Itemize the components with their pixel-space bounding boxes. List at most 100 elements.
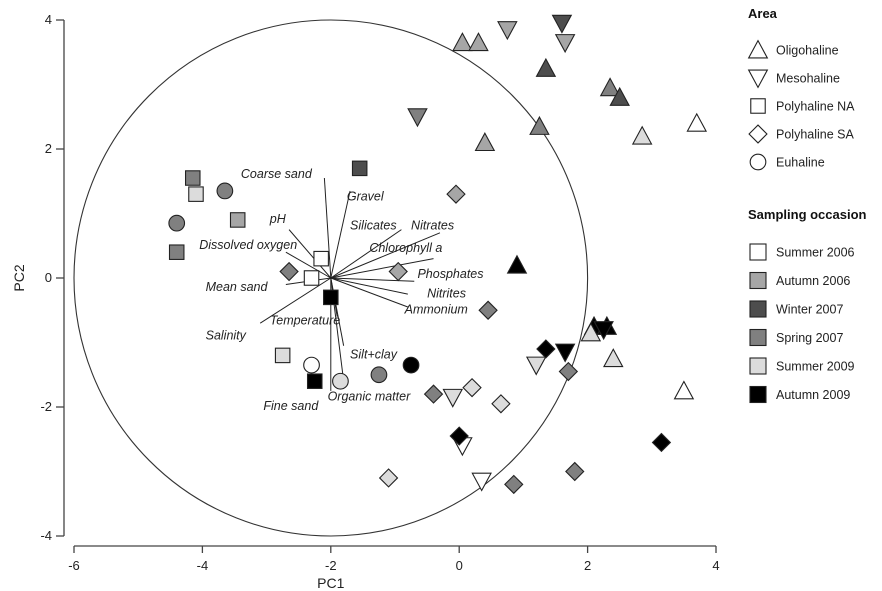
point-euhaline <box>216 182 234 200</box>
point-oligohaline <box>506 254 528 274</box>
point-mesohaline <box>497 21 518 41</box>
vector-dissolved-oxygen <box>285 251 332 279</box>
legend-occasion-item: Autumn 2009 <box>776 388 850 402</box>
point-oligohaline <box>529 115 550 135</box>
point-polyhaline-na <box>303 270 320 286</box>
legend-area-item: Polyhaline NA <box>776 100 855 114</box>
vector-silicates <box>330 229 402 279</box>
point-euhaline <box>332 372 349 390</box>
point-polyhaline-sa <box>449 426 469 446</box>
point-oligohaline <box>599 77 621 97</box>
point-oligohaline <box>631 125 653 145</box>
point-mesohaline <box>551 14 573 34</box>
legend: Area Oligohaline Mesohaline Polyhaline NA Po… <box>747 6 867 404</box>
legend-occasion-item: Winter 2007 <box>776 303 843 317</box>
y-tick-label: -4 <box>40 528 52 543</box>
axes: -4 -2 0 2 4 -6 -4 -2 0 2 4 PC1 PC2 <box>11 12 720 591</box>
point-polyhaline-na <box>188 186 204 202</box>
point-polyhaline-na <box>323 289 339 306</box>
legend-swatch <box>749 385 767 404</box>
legend-occasion-title: Sampling occasion <box>748 207 867 222</box>
vector-label-salinity: Salinity <box>206 328 247 342</box>
vector-label-silt-clay: Silt+clay <box>350 348 398 362</box>
vector-ph <box>288 229 332 279</box>
correlation-circle-outline <box>73 19 589 537</box>
point-euhaline <box>402 356 420 374</box>
point-mesohaline <box>554 34 576 54</box>
y-axis-title: PC2 <box>11 264 27 291</box>
point-polyhaline-sa <box>388 261 408 282</box>
point-polyhaline-sa <box>536 339 556 359</box>
point-polyhaline-sa <box>446 184 466 204</box>
legend-marker-diamond <box>748 124 768 144</box>
point-polyhaline-sa <box>423 384 444 404</box>
point-polyhaline-sa <box>378 468 399 488</box>
vector-ammonium <box>330 277 409 308</box>
legend-marker-circle <box>749 153 767 171</box>
point-polyhaline-na <box>351 160 368 177</box>
point-oligohaline <box>452 32 473 52</box>
point-mesohaline <box>442 388 464 408</box>
x-axis-title: PC1 <box>317 575 344 591</box>
point-mesohaline <box>593 321 614 341</box>
x-tick-label: 0 <box>456 558 463 573</box>
vector-label-coarse-sand: Coarse sand <box>241 167 313 181</box>
point-oligohaline <box>686 112 708 132</box>
point-mesohaline <box>471 472 492 492</box>
vector-label-phosphates: Phosphates <box>417 267 483 281</box>
vector-silt-clay <box>330 277 345 346</box>
vector-label-temperature: Temperature <box>270 313 340 327</box>
point-polyhaline-na <box>313 250 329 267</box>
point-polyhaline-sa <box>279 261 299 282</box>
vector-gravel <box>330 190 351 279</box>
point-mesohaline <box>407 108 428 128</box>
vector-label-gravel: Gravel <box>347 190 385 204</box>
y-tick-label: 0 <box>45 270 52 285</box>
vector-chlorophyll-a <box>330 258 434 279</box>
y-tick-label: 4 <box>45 12 52 27</box>
legend-occasion-item: Summer 2006 <box>776 246 855 260</box>
point-oligohaline <box>474 132 496 152</box>
point-polyhaline-na <box>168 244 185 260</box>
legend-marker-triangle-down <box>747 69 769 89</box>
vector-nitrates <box>330 232 441 279</box>
legend-occasion-item: Summer 2009 <box>776 360 855 374</box>
point-oligohaline <box>673 380 695 400</box>
correlation-circle <box>73 19 589 537</box>
point-oligohaline <box>580 322 602 342</box>
point-polyhaline-sa <box>491 394 511 414</box>
legend-area-item: Mesohaline <box>776 72 840 86</box>
legend-area-item: Euhaline <box>776 156 825 170</box>
vector-coarse-sand <box>323 177 332 279</box>
legend-swatch <box>749 271 767 290</box>
legend-occasion-item: Spring 2007 <box>776 331 843 345</box>
legend-marker-square <box>750 98 766 114</box>
vector-label-ph: pH <box>269 212 287 226</box>
x-tick-label: -4 <box>197 558 209 573</box>
sample-points <box>168 14 708 495</box>
vector-label-silicates: Silicates <box>350 219 397 233</box>
y-tick-label: 2 <box>45 141 52 156</box>
point-oligohaline <box>609 86 630 106</box>
legend-marker-triangle-up <box>747 39 769 59</box>
point-oligohaline <box>468 32 489 52</box>
legend-swatch <box>749 243 767 261</box>
point-polyhaline-na <box>184 170 201 186</box>
point-mesohaline <box>525 356 547 376</box>
point-polyhaline-sa <box>462 377 482 398</box>
x-tick-label: -2 <box>325 558 337 573</box>
x-tick-label: 4 <box>712 558 719 573</box>
point-mesohaline <box>554 343 576 363</box>
point-polyhaline-sa <box>651 432 672 453</box>
y-tick-label: -2 <box>40 399 52 414</box>
vector-phosphates <box>330 277 415 282</box>
x-tick-label: 2 <box>584 558 591 573</box>
point-polyhaline-sa <box>478 300 498 320</box>
vector-label-mean-sand: Mean sand <box>206 280 269 294</box>
vector-label-fine-sand: Fine sand <box>263 399 319 413</box>
vector-label-nitrates: Nitrates <box>411 219 454 233</box>
point-euhaline <box>303 356 320 374</box>
legend-swatch <box>749 357 767 375</box>
point-polyhaline-na <box>229 212 246 228</box>
